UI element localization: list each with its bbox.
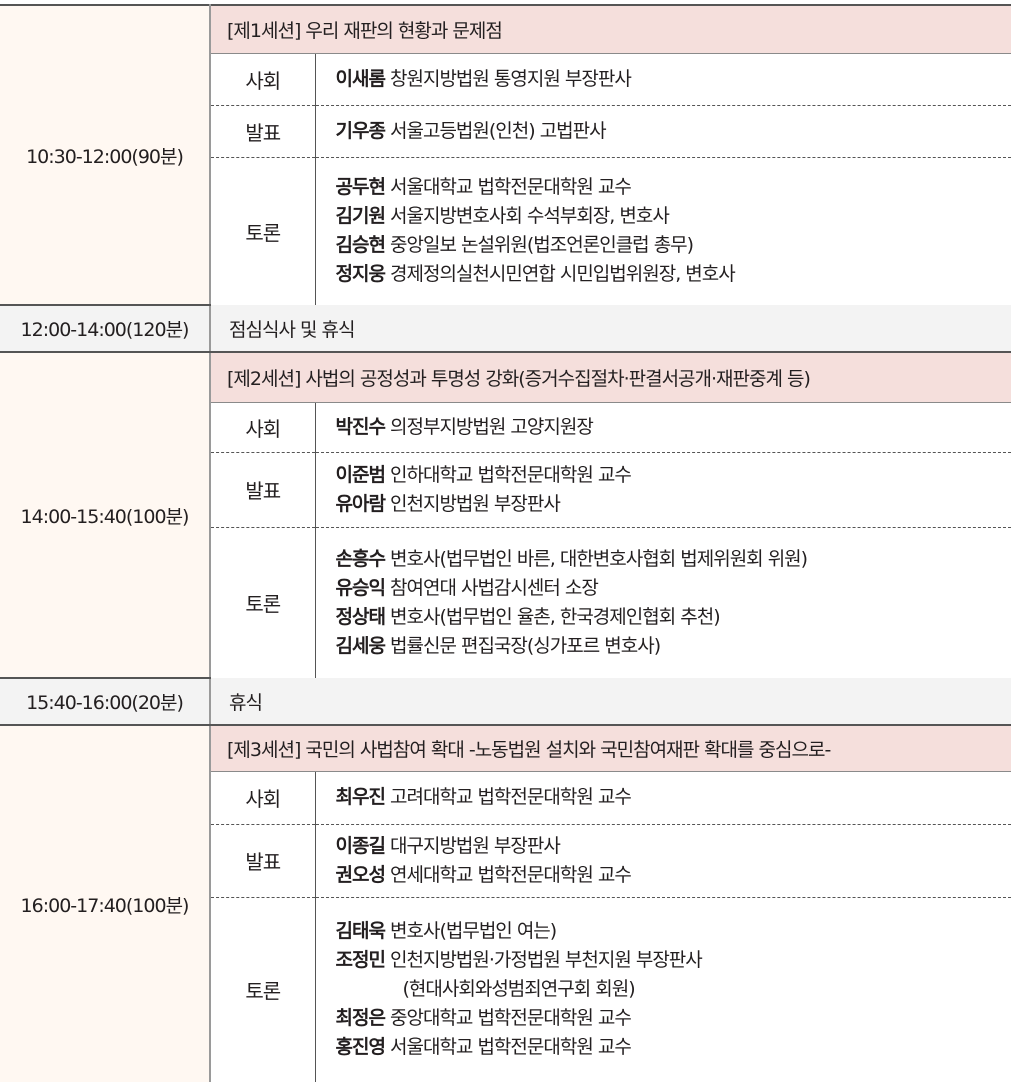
person-name: 조정민 bbox=[336, 949, 385, 971]
person-affiliation: 창원지방법원 통영지원 부장판사 bbox=[390, 68, 631, 90]
person-name: 최정은 bbox=[336, 1007, 385, 1029]
person-entry: 김세웅 법률신문 편집국장(싱가포르 변호사) bbox=[336, 632, 1011, 661]
person-affiliation: 중앙일보 논설위원(법조언론인클럽 총무) bbox=[390, 234, 693, 256]
person-affiliation: 대구지방법원 부장판사 bbox=[390, 835, 560, 857]
person-entry: 최정은 중앙대학교 법학전문대학원 교수 bbox=[336, 1004, 1011, 1033]
person-entry: 이새롬 창원지방법원 통영지원 부장판사 bbox=[336, 65, 1011, 94]
person-entry: 권오성 연세대학교 법학전문대학원 교수 bbox=[336, 861, 1011, 890]
person-entry: 이준범 인하대학교 법학전문대학원 교수 bbox=[336, 461, 1011, 490]
person-entry: 정상태 변호사(법무법인 율촌, 한국경제인협회 추천) bbox=[336, 603, 1011, 632]
person-affiliation: 경제정의실천시민연합 시민입법위원장, 변호사 bbox=[390, 263, 735, 285]
person-affiliation: 참여연대 사법감시센터 소장 bbox=[390, 577, 598, 599]
person-name: 최우진 bbox=[336, 786, 385, 808]
person-entry: 최우진 고려대학교 법학전문대학원 교수 bbox=[336, 783, 1011, 812]
person-affiliation: 변호사(법무법인 바른, 대한변호사협회 법제위원회 위원) bbox=[390, 548, 807, 570]
person-affiliation: 중앙대학교 법학전문대학원 교수 bbox=[390, 1007, 631, 1029]
person-entry: 김태욱 변호사(법무법인 여는) bbox=[336, 917, 1011, 946]
person-affiliation: 의정부지방법원 고양지원장 bbox=[390, 416, 593, 438]
role-label: 사회 bbox=[210, 53, 315, 105]
person-name: 김승현 bbox=[336, 234, 385, 256]
person-name: 이준범 bbox=[336, 464, 385, 486]
person-name: 권오성 bbox=[336, 864, 385, 886]
person-name: 공두현 bbox=[336, 176, 385, 198]
role-label: 발표 bbox=[210, 105, 315, 157]
break-label: 휴식 bbox=[210, 678, 1011, 725]
person-affiliation: 변호사(법무법인 율촌, 한국경제인협회 추천) bbox=[390, 606, 720, 628]
people-list: 박진수 의정부지방법원 고양지원장 bbox=[315, 402, 1011, 452]
person-entry: 김기원 서울지방변호사회 수석부회장, 변호사 bbox=[336, 202, 1011, 231]
role-label: 토론 bbox=[210, 897, 315, 1082]
person-name: 손흥수 bbox=[336, 548, 385, 570]
person-affiliation: 인천지방법원·가정법원 부천지원 부장판사 bbox=[390, 949, 702, 971]
session-header-row: 16:00-17:40(100분)[제3세션] 국민의 사법참여 확대 -노동법… bbox=[0, 725, 1011, 771]
person-name: 이종길 bbox=[336, 835, 385, 857]
person-name: 김기원 bbox=[336, 205, 385, 227]
person-affiliation: 변호사(법무법인 여는) bbox=[390, 920, 556, 942]
time-cell: 16:00-17:40(100분) bbox=[0, 725, 210, 1082]
person-affiliation: 고려대학교 법학전문대학원 교수 bbox=[390, 786, 631, 808]
role-label: 발표 bbox=[210, 452, 315, 527]
break-row: 15:40-16:00(20분)휴식 bbox=[0, 678, 1011, 725]
session-header-row: 14:00-15:40(100분)[제2세션] 사법의 공정성과 투명성 강화(… bbox=[0, 352, 1011, 402]
person-affiliation: 인천지방법원 부장판사 bbox=[390, 493, 560, 515]
session-title: [제2세션] 사법의 공정성과 투명성 강화(증거수집절차·판결서공개·재판중계… bbox=[210, 352, 1011, 402]
person-entry: 김승현 중앙일보 논설위원(법조언론인클럽 총무) bbox=[336, 231, 1011, 260]
person-name: 유승익 bbox=[336, 577, 385, 599]
person-affiliation: 인하대학교 법학전문대학원 교수 bbox=[390, 464, 631, 486]
break-row: 12:00-14:00(120분)점심식사 및 휴식 bbox=[0, 305, 1011, 352]
person-name: 기우종 bbox=[336, 120, 385, 142]
people-list: 손흥수 변호사(법무법인 바른, 대한변호사협회 법제위원회 위원)유승익 참여… bbox=[315, 527, 1011, 678]
person-name: 유아람 bbox=[336, 493, 385, 515]
person-entry: 홍진영 서울대학교 법학전문대학원 교수 bbox=[336, 1033, 1011, 1062]
person-entry: 손흥수 변호사(법무법인 바른, 대한변호사협회 법제위원회 위원) bbox=[336, 545, 1011, 574]
time-cell: 14:00-15:40(100분) bbox=[0, 352, 210, 678]
role-label: 사회 bbox=[210, 771, 315, 824]
person-affiliation: 서울지방변호사회 수석부회장, 변호사 bbox=[390, 205, 669, 227]
person-affiliation: 법률신문 편집국장(싱가포르 변호사) bbox=[390, 635, 660, 657]
session-title: [제1세션] 우리 재판의 현황과 문제점 bbox=[210, 5, 1011, 53]
person-entry: 박진수 의정부지방법원 고양지원장 bbox=[336, 413, 1011, 442]
person-entry: 정지웅 경제정의실천시민연합 시민입법위원장, 변호사 bbox=[336, 260, 1011, 289]
person-affiliation: 서울대학교 법학전문대학원 교수 bbox=[390, 176, 631, 198]
person-name: 홍진영 bbox=[336, 1036, 385, 1058]
role-label: 토론 bbox=[210, 157, 315, 305]
person-note: (현대사회와성범죄연구회 회원) bbox=[336, 975, 1011, 1004]
people-list: 이새롬 창원지방법원 통영지원 부장판사 bbox=[315, 53, 1011, 105]
session-header-row: 10:30-12:00(90분)[제1세션] 우리 재판의 현황과 문제점 bbox=[0, 5, 1011, 53]
people-list: 기우종 서울고등법원(인천) 고법판사 bbox=[315, 105, 1011, 157]
person-affiliation: 연세대학교 법학전문대학원 교수 bbox=[390, 864, 631, 886]
person-entry: 공두현 서울대학교 법학전문대학원 교수 bbox=[336, 173, 1011, 202]
time-cell: 10:30-12:00(90분) bbox=[0, 5, 210, 305]
person-name: 박진수 bbox=[336, 416, 385, 438]
role-label: 사회 bbox=[210, 402, 315, 452]
person-name: 정상태 bbox=[336, 606, 385, 628]
person-name: 이새롬 bbox=[336, 68, 385, 90]
break-label: 점심식사 및 휴식 bbox=[210, 305, 1011, 352]
time-cell: 15:40-16:00(20분) bbox=[0, 678, 210, 725]
role-label: 발표 bbox=[210, 824, 315, 897]
person-affiliation: 서울대학교 법학전문대학원 교수 bbox=[390, 1036, 631, 1058]
person-entry: 유아람 인천지방법원 부장판사 bbox=[336, 490, 1011, 519]
person-entry: 기우종 서울고등법원(인천) 고법판사 bbox=[336, 117, 1011, 146]
time-cell: 12:00-14:00(120분) bbox=[0, 305, 210, 352]
people-list: 김태욱 변호사(법무법인 여는)조정민 인천지방법원·가정법원 부천지원 부장판… bbox=[315, 897, 1011, 1082]
person-entry: 유승익 참여연대 사법감시센터 소장 bbox=[336, 574, 1011, 603]
session-title: [제3세션] 국민의 사법참여 확대 -노동법원 설치와 국민참여재판 확대를 … bbox=[210, 725, 1011, 771]
people-list: 최우진 고려대학교 법학전문대학원 교수 bbox=[315, 771, 1011, 824]
person-name: 정지웅 bbox=[336, 263, 385, 285]
person-name: 김세웅 bbox=[336, 635, 385, 657]
person-affiliation: 서울고등법원(인천) 고법판사 bbox=[390, 120, 606, 142]
role-label: 토론 bbox=[210, 527, 315, 678]
person-name: 김태욱 bbox=[336, 920, 385, 942]
person-entry: 조정민 인천지방법원·가정법원 부천지원 부장판사 (현대사회와성범죄연구회 회원… bbox=[336, 946, 1011, 1004]
person-entry: 이종길 대구지방법원 부장판사 bbox=[336, 832, 1011, 861]
